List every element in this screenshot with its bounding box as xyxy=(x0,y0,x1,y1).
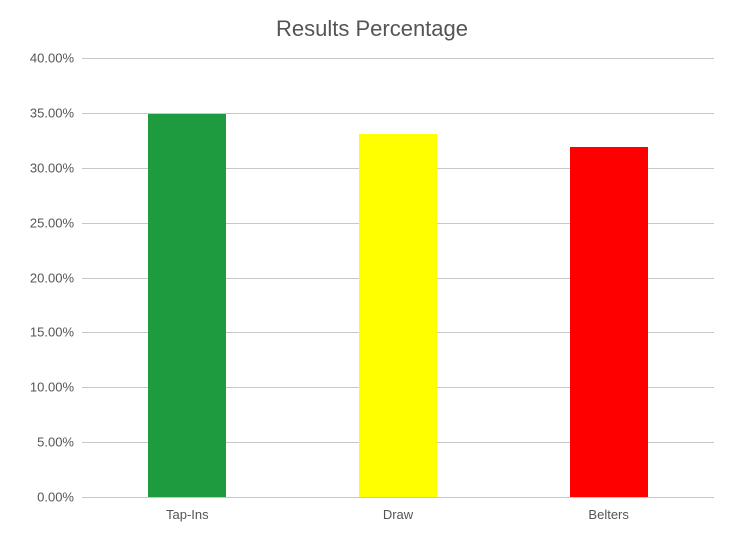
results-chart: Results Percentage 0.00%5.00%10.00%15.00… xyxy=(0,0,744,539)
bar xyxy=(148,114,226,497)
bar xyxy=(359,134,437,497)
x-tick-label: Tap-Ins xyxy=(166,497,209,522)
chart-title: Results Percentage xyxy=(0,16,744,42)
x-tick-label: Belters xyxy=(588,497,628,522)
y-tick-label: 10.00% xyxy=(30,380,82,395)
y-tick-label: 35.00% xyxy=(30,105,82,120)
gridline xyxy=(82,58,714,59)
plot-area: 0.00%5.00%10.00%15.00%20.00%25.00%30.00%… xyxy=(82,58,714,497)
y-tick-label: 25.00% xyxy=(30,215,82,230)
y-tick-label: 15.00% xyxy=(30,325,82,340)
x-tick-label: Draw xyxy=(383,497,413,522)
y-tick-label: 30.00% xyxy=(30,160,82,175)
y-tick-label: 0.00% xyxy=(37,490,82,505)
y-tick-label: 5.00% xyxy=(37,435,82,450)
bar xyxy=(570,147,648,497)
y-tick-label: 20.00% xyxy=(30,270,82,285)
y-tick-label: 40.00% xyxy=(30,51,82,66)
